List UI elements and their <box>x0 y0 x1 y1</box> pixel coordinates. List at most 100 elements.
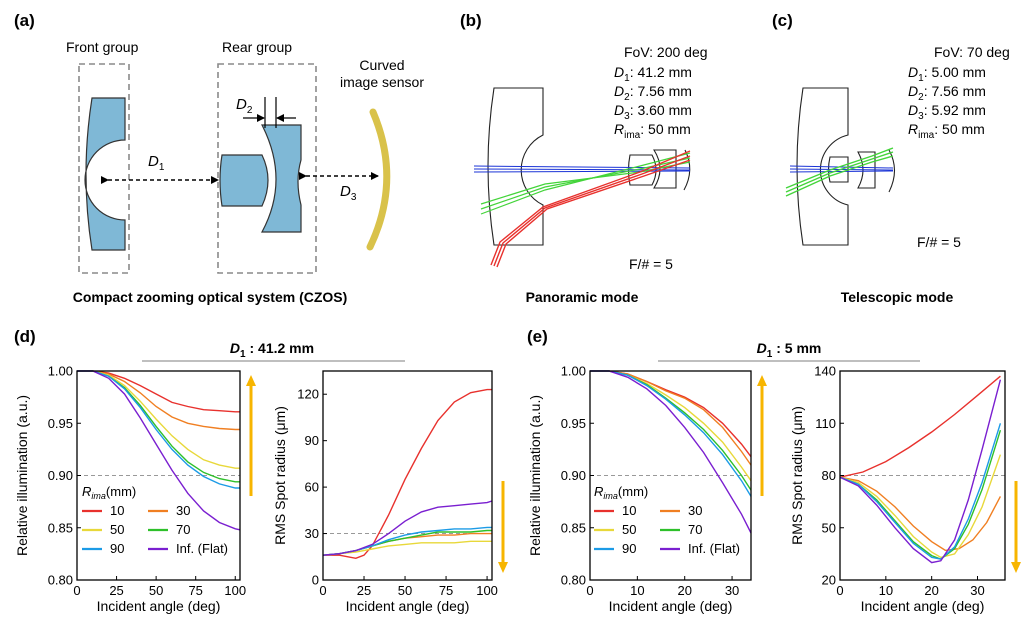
trend-arrow-down-icon <box>498 562 508 573</box>
x-tick-label: 50 <box>149 583 163 598</box>
legend-label: 30 <box>688 503 702 518</box>
y-tick-label: 0.85 <box>48 520 73 535</box>
series-line-50 <box>77 370 240 469</box>
series-line-50 <box>322 540 492 556</box>
b-green-rays <box>480 152 691 215</box>
y-tick-label: 0 <box>312 573 319 588</box>
x-axis-label: Incident angle (deg) <box>346 598 470 614</box>
panel-a: (a) Front group Rear group Curved image … <box>14 11 424 305</box>
x-tick-label: 25 <box>357 583 371 598</box>
d2-label: D2 <box>236 96 253 116</box>
series-line-70 <box>839 429 1002 560</box>
c-green-rays <box>785 147 894 197</box>
legend-label: 70 <box>176 522 190 537</box>
x-tick-label: 30 <box>725 583 739 598</box>
param-2: D3: 5.92 mm <box>908 102 986 122</box>
series-line-30 <box>77 370 240 431</box>
x-axis-label: Incident angle (deg) <box>97 598 221 614</box>
legend-title: Rima(mm) <box>594 484 648 501</box>
legend-label: 70 <box>688 522 702 537</box>
y-tick-label: 0.90 <box>561 468 586 483</box>
legend-title: Rima(mm) <box>82 484 136 501</box>
panel-c-caption: Telescopic mode <box>841 289 954 305</box>
y-tick-label: 1.00 <box>561 364 586 379</box>
param-1: D2: 7.56 mm <box>908 83 986 103</box>
series-line-inf-flat- <box>590 370 752 534</box>
legend-label: 90 <box>622 541 636 556</box>
x-tick-label: 30 <box>970 583 984 598</box>
series-line-inf-flat- <box>839 379 1002 564</box>
y-axis-label: Relative illumination (a.u.) <box>527 395 543 556</box>
param-0: D1: 41.2 mm <box>614 64 692 84</box>
param-2: D3: 3.60 mm <box>614 102 692 122</box>
chart-d-rms-spot-radius: 0 25 50 75 100 0 30 60 90 120 Incident angle (deg)… <box>272 370 508 614</box>
legend: Rima(mm) 10 30 50 70 90 Inf. (Flat) <box>82 484 228 556</box>
y-tick-label: 140 <box>814 364 836 379</box>
series-line-inf-flat- <box>77 370 241 531</box>
series-line-10 <box>77 370 240 413</box>
x-tick-label: 20 <box>924 583 938 598</box>
x-tick-label: 0 <box>319 583 326 598</box>
x-tick-label: 10 <box>630 583 644 598</box>
y-axis-label: RMS Spot radius (μm) <box>272 406 288 545</box>
front-group-box <box>78 63 130 274</box>
series-line-70 <box>77 370 240 483</box>
b-red-rays <box>490 150 691 268</box>
param-1: D2: 7.56 mm <box>614 83 692 103</box>
rear-lens-2 <box>260 124 302 233</box>
d1-label: D1 <box>148 153 165 173</box>
y-tick-label: 20 <box>822 573 836 588</box>
panel-b-caption: Panoramic mode <box>526 289 639 305</box>
legend-label: Inf. (Flat) <box>176 541 228 556</box>
y-tick-label: 0.90 <box>48 468 73 483</box>
c-front-lens-outline <box>796 87 849 246</box>
param-3: Rima: 50 mm <box>614 121 691 141</box>
front-lens <box>84 97 126 251</box>
series-line-30 <box>839 476 1002 552</box>
legend-label: 50 <box>622 522 636 537</box>
panel-d-tag: (d) <box>14 327 36 346</box>
legend: Rima(mm) 10 30 50 70 90 Inf. (Flat) <box>594 484 740 556</box>
series-line-50 <box>839 454 1002 559</box>
series-line-inf-flat- <box>322 500 493 556</box>
series-line-90 <box>839 423 1002 560</box>
legend-label: 50 <box>110 522 124 537</box>
series-line-70 <box>590 370 752 491</box>
b-rear-lens-2 <box>653 149 677 189</box>
c-rear-lens-2 <box>857 151 876 189</box>
legend-label: Inf. (Flat) <box>688 541 740 556</box>
panel-c-fov: FoV: 70 deg <box>934 44 1010 60</box>
sensor-label-line1: Curved <box>359 57 404 73</box>
legend-label: 90 <box>110 541 124 556</box>
x-tick-label: 10 <box>879 583 893 598</box>
panel-e-tag: (e) <box>527 327 548 346</box>
series-line-10 <box>323 388 492 560</box>
y-axis-label: RMS Spot radius (μm) <box>789 406 805 545</box>
trend-arrow-up-icon <box>757 375 767 386</box>
trend-arrow-down-icon <box>1011 562 1021 573</box>
x-tick-label: 20 <box>677 583 691 598</box>
b-rear-lens-1 <box>627 154 657 186</box>
chart-d-relative-illumination: 0 25 50 75 100 0.80 0.85 0.90 0.95 1.00 Incident a… <box>14 364 256 614</box>
x-tick-label: 50 <box>398 583 412 598</box>
panel-a-caption: Compact zooming optical system (CZOS) <box>73 289 348 305</box>
panel-b-tag: (b) <box>460 11 482 30</box>
trend-arrow-up-icon <box>246 375 256 386</box>
d3-label: D3 <box>340 183 357 203</box>
x-axis-label: Incident angle (deg) <box>609 598 733 614</box>
panel-d-header: D1 : 41.2 mm <box>230 340 314 360</box>
series-line-10 <box>590 370 752 458</box>
legend-label: 10 <box>110 503 124 518</box>
rear-group-box <box>217 63 317 274</box>
series-line-30 <box>590 370 752 466</box>
chart-e-rms-spot-radius: 0 10 20 30 20 50 80 110 140 Incident angle (deg) R… <box>789 364 1021 614</box>
y-tick-label: 30 <box>305 526 319 541</box>
x-tick-label: 0 <box>586 583 593 598</box>
panel-c-tag: (c) <box>772 11 793 30</box>
rear-lens-1 <box>219 154 269 207</box>
panel-a-tag: (a) <box>14 11 35 30</box>
legend-label: 30 <box>176 503 190 518</box>
